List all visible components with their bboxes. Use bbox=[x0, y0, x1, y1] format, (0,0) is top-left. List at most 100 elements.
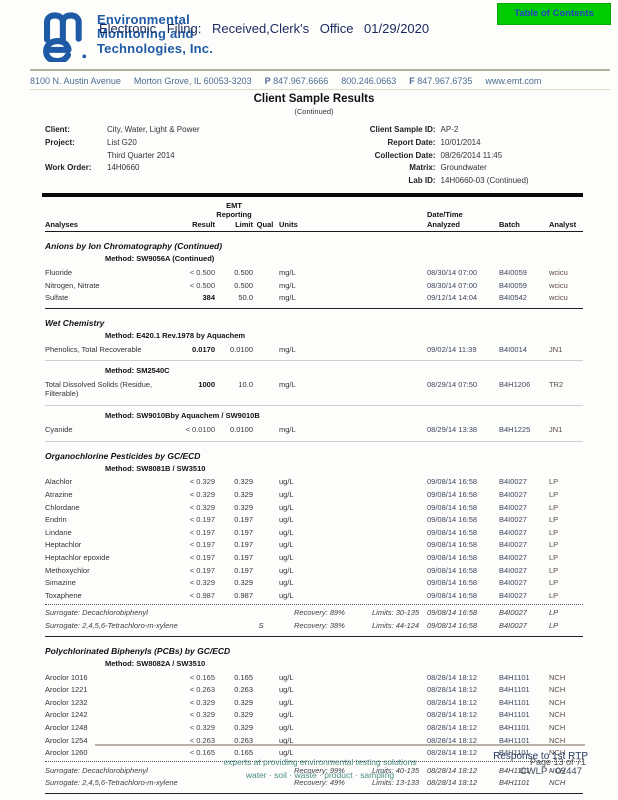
result-cell: < 0.329 bbox=[189, 502, 215, 512]
batch-cell: B4I0027 bbox=[499, 502, 527, 512]
result-cell: < 0.165 bbox=[189, 672, 215, 682]
result-cell: < 0.263 bbox=[189, 735, 215, 745]
batch-cell: B4I0027 bbox=[499, 578, 527, 588]
analyte-cell: Atrazine bbox=[45, 490, 73, 500]
units-cell: mg/L bbox=[279, 280, 296, 290]
info-row: Lab ID: 14H0660-03 (Continued) bbox=[336, 175, 583, 188]
limit-cell: 0.329 bbox=[234, 490, 253, 500]
stamp-response: Response to 1st RTP bbox=[493, 751, 588, 762]
analyte-cell: Cyanide bbox=[45, 424, 73, 434]
result-cell: < 0.197 bbox=[189, 540, 215, 550]
limit-cell: 0.197 bbox=[234, 540, 253, 550]
analyte-cell: Endrin bbox=[45, 515, 67, 525]
result-row: Toxaphene < 0.987 0.987 ug/L 09/08/14 16:58 B… bbox=[45, 589, 583, 602]
header-analyses: Analyses bbox=[45, 219, 78, 229]
recovery-cell: Recovery: 49% bbox=[294, 778, 345, 788]
result-cell: < 0.263 bbox=[189, 685, 215, 695]
units-cell: ug/L bbox=[279, 502, 294, 512]
analyte-cell: Sulfate bbox=[45, 293, 69, 303]
header-units: Units bbox=[279, 219, 298, 229]
limits-cell: Limits: 44-124 bbox=[372, 621, 420, 630]
header-analyzed: Analyzed bbox=[427, 219, 460, 229]
batch-cell: B4H1101 bbox=[499, 697, 530, 707]
address-item: Morton Grove, IL 60053-3203 bbox=[133, 76, 252, 86]
analyzed-cell: 08/28/14 18:12 bbox=[427, 722, 478, 732]
batch-cell: B4H1101 bbox=[499, 735, 530, 745]
results-sections: Anions by Ion Chromatography (Continued)… bbox=[45, 241, 583, 795]
analyst-cell: NCH bbox=[549, 778, 566, 788]
analyzed-cell: 09/08/14 16:58 bbox=[427, 527, 478, 537]
sample-info: Client: City, Water, Light & Power Project… bbox=[45, 124, 583, 188]
result-cell: < 0.0100 bbox=[185, 424, 215, 434]
result-row: Aroclor 1242 < 0.329 0.329 ug/L 08/28/14 18:… bbox=[45, 709, 583, 722]
letterhead-rule bbox=[30, 69, 610, 71]
batch-cell: B4I0027 bbox=[499, 527, 527, 537]
info-label bbox=[45, 150, 107, 163]
address-item: 8100 N. Austin Avenue bbox=[30, 76, 121, 86]
result-row: Aroclor 1248 < 0.329 0.329 ug/L 08/28/14 18:… bbox=[45, 721, 583, 734]
method-label: Method: SW9010Bby Aquachem / SW9010B bbox=[105, 411, 260, 421]
surrogate-row: Surrogate: 2,4,5,6-Tetrachloro-m-xylene S… bbox=[45, 619, 583, 632]
method-label: Method: SM2540C bbox=[105, 366, 170, 376]
result-cell: < 0.197 bbox=[189, 527, 215, 537]
info-label: Client Sample ID: bbox=[369, 125, 436, 134]
result-cell: < 0.329 bbox=[189, 578, 215, 588]
analyst-cell: LP bbox=[549, 553, 559, 563]
result-cell: < 0.165 bbox=[189, 748, 215, 758]
surrogate-divider bbox=[45, 603, 583, 605]
batch-cell: B4I0027 bbox=[499, 590, 527, 600]
recovery-cell: Recovery: 89% bbox=[294, 608, 345, 618]
surrogate-name-cell: Surrogate: Decachlorobiphenyl bbox=[45, 765, 148, 775]
analyst-cell: wcicu bbox=[549, 267, 568, 277]
batch-cell: B4I0027 bbox=[499, 490, 527, 500]
info-label: Report Date: bbox=[387, 137, 436, 147]
limit-cell: 0.329 bbox=[234, 722, 253, 732]
header-reporting: Reporting bbox=[216, 210, 252, 220]
analyte-cell: Alachlor bbox=[45, 477, 73, 487]
limits-cell: Limits: 30-135 bbox=[372, 608, 420, 618]
result-row: Fluoride < 0.500 0.500 mg/L 08/30/14 07:00 B4… bbox=[45, 266, 583, 279]
page-title: Client Sample Results bbox=[253, 93, 375, 105]
batch-cell: B4H1101 bbox=[499, 765, 530, 775]
batch-cell: B4I0059 bbox=[499, 280, 527, 290]
analyst-cell: LP bbox=[549, 608, 559, 618]
result-row: Methoxychlor < 0.197 0.197 ug/L 09/08/14 16:… bbox=[45, 564, 583, 577]
analyzed-cell: 08/28/14 18:12 bbox=[427, 685, 478, 695]
analysis-section-title: Organochlorine Pesticides by GC/ECD bbox=[45, 450, 201, 461]
batch-cell: B4H1206 bbox=[499, 380, 531, 390]
sample-info-left: Client: City, Water, Light & Power Project… bbox=[45, 124, 336, 188]
surrogate-name-cell: Surrogate: 2,4,5,6-Tetrachloro-m-xylene bbox=[45, 621, 178, 630]
analyzed-cell: 09/08/14 16:58 bbox=[427, 490, 478, 500]
analysis-section-title: Anions by Ion Chromatography (Continued) bbox=[45, 241, 223, 252]
analyzed-cell: 09/08/14 16:58 bbox=[427, 502, 478, 512]
surrogate-name-cell: Surrogate: 2,4,5,6-Tetrachloro-m-xylene bbox=[45, 778, 178, 788]
analyst-cell: NCH bbox=[549, 672, 566, 682]
method-label: Method: E420.1 Rev.1978 by Aquachem bbox=[105, 330, 246, 340]
batch-cell: B4H1101 bbox=[499, 672, 530, 682]
analyzed-cell: 08/28/14 18:12 bbox=[427, 778, 478, 788]
info-value: 14H0660-03 (Continued) bbox=[440, 176, 529, 186]
analyte-cell: Phenolics, Total Recoverable bbox=[45, 344, 142, 354]
analyzed-cell: 09/08/14 16:58 bbox=[427, 477, 478, 487]
surrogate-divider bbox=[45, 760, 583, 762]
units-cell: mg/L bbox=[279, 424, 296, 434]
analyst-cell: JN1 bbox=[549, 344, 563, 354]
analyzed-cell: 09/08/14 16:58 bbox=[427, 540, 478, 550]
analyte-cell: Aroclor 1242 bbox=[45, 710, 88, 720]
address-item: 800.246.0663 bbox=[341, 76, 397, 86]
analyst-cell: LP bbox=[549, 565, 559, 575]
limit-cell: 0.500 bbox=[234, 267, 253, 277]
limit-cell: 0.987 bbox=[234, 590, 253, 600]
result-row: Phenolics, Total Recoverable 0.0170 0.0100… bbox=[45, 343, 583, 356]
table-of-contents-button[interactable]: Table of Contents bbox=[497, 3, 611, 25]
limit-cell: 0.0100 bbox=[230, 344, 253, 354]
result-cell: < 0.500 bbox=[189, 280, 215, 290]
analysis-section-title: Polychlorinated Biphenyls (PCBs) by GC/E… bbox=[45, 645, 231, 656]
result-row: Atrazine < 0.329 0.329 ug/L 09/08/14 16:58 B4… bbox=[45, 488, 583, 501]
info-row: Matrix: Groundwater bbox=[336, 162, 583, 175]
result-cell: < 0.197 bbox=[189, 515, 215, 525]
batch-cell: B4H1101 bbox=[499, 685, 530, 695]
units-cell: ug/L bbox=[279, 590, 294, 600]
analyzed-cell: 08/28/14 18:12 bbox=[427, 765, 478, 775]
analyte-cell: Fluoride bbox=[45, 267, 73, 277]
